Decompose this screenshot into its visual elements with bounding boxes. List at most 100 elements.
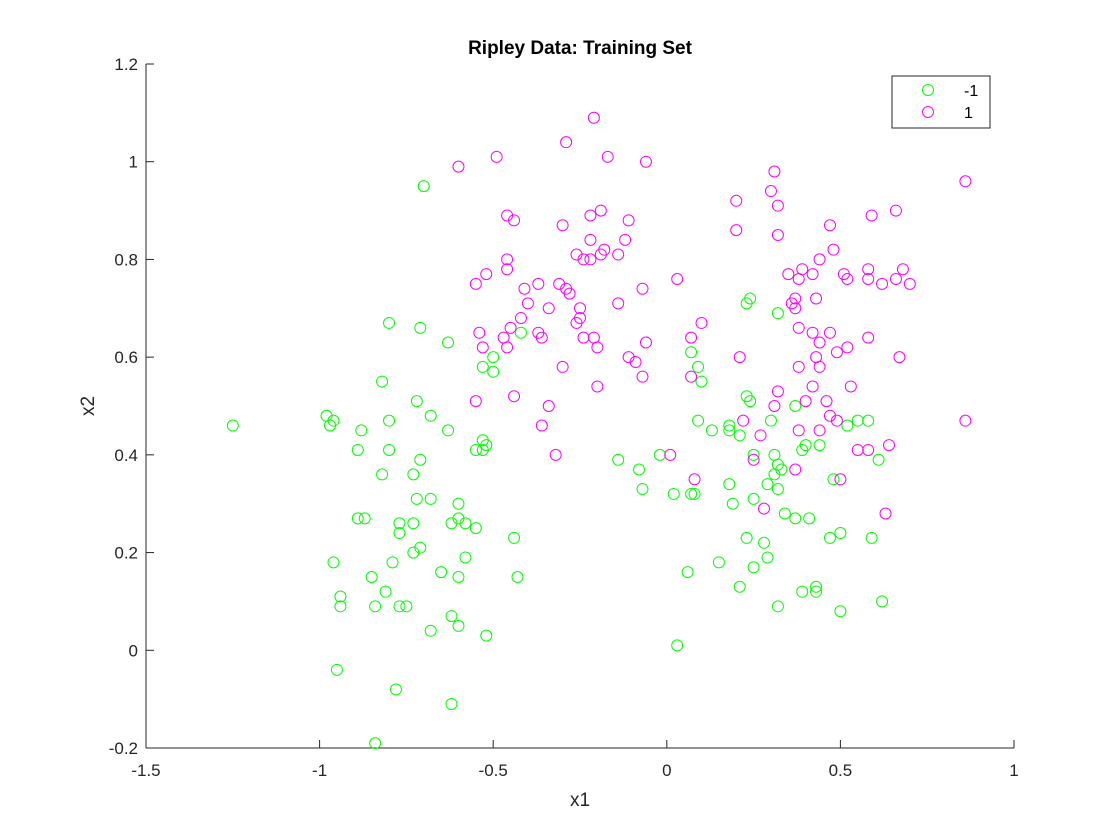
data-point — [862, 263, 875, 276]
data-point — [487, 365, 500, 378]
x-tick-label: -1.5 — [131, 761, 160, 780]
data-point — [389, 683, 402, 696]
data-point — [476, 434, 489, 447]
data-point — [768, 400, 781, 412]
data-point — [327, 414, 340, 427]
data-point — [535, 331, 548, 344]
data-point — [771, 307, 784, 320]
data-point — [761, 478, 774, 491]
data-point — [584, 233, 597, 246]
y-tick-label: 0.6 — [114, 348, 138, 367]
data-point — [383, 443, 396, 456]
data-point — [452, 497, 465, 510]
data-point — [619, 233, 632, 246]
data-point — [692, 414, 705, 427]
x-tick-label: 0.5 — [829, 761, 853, 780]
data-point — [490, 150, 503, 163]
y-tick-label: 0 — [129, 641, 138, 660]
data-point — [865, 209, 878, 222]
data-point — [744, 292, 757, 305]
data-point — [414, 541, 427, 554]
data-point — [754, 429, 767, 442]
data-points — [226, 111, 972, 750]
data-point — [664, 448, 677, 461]
data-point — [851, 414, 864, 427]
data-point — [893, 351, 906, 364]
data-point — [407, 468, 420, 481]
data-point — [747, 448, 760, 461]
data-point — [737, 414, 750, 427]
series-1 — [226, 180, 889, 750]
data-point — [771, 229, 784, 241]
data-point — [883, 439, 896, 452]
data-point — [612, 248, 625, 261]
data-point — [591, 341, 604, 354]
data-point — [410, 395, 423, 408]
data-point — [473, 326, 486, 339]
data-point — [810, 585, 823, 598]
data-point — [476, 360, 489, 373]
data-point — [862, 443, 875, 456]
data-point — [480, 629, 493, 642]
data-point — [813, 424, 826, 437]
data-point — [383, 316, 396, 329]
data-point — [594, 204, 607, 217]
legend-box — [891, 75, 991, 129]
data-point — [862, 331, 875, 344]
data-point — [823, 326, 836, 339]
data-point — [830, 414, 843, 427]
data-point — [771, 199, 784, 212]
data-point — [452, 160, 465, 173]
data-point — [577, 253, 590, 266]
data-point — [514, 312, 527, 325]
data-point — [889, 204, 902, 217]
data-point — [442, 424, 455, 437]
data-point — [813, 360, 826, 373]
data-point — [730, 224, 743, 237]
data-point — [789, 512, 802, 525]
data-point — [865, 531, 878, 544]
data-point — [740, 531, 753, 544]
data-point — [570, 316, 583, 329]
data-point — [476, 443, 489, 456]
data-point — [591, 380, 604, 393]
data-point — [726, 497, 739, 510]
data-point — [685, 487, 698, 500]
data-point — [393, 517, 406, 530]
data-point — [834, 527, 847, 540]
data-point — [771, 483, 784, 496]
data-point — [601, 150, 614, 163]
data-point — [459, 517, 472, 530]
data-point — [469, 443, 482, 456]
data-point — [549, 448, 562, 461]
data-point — [587, 111, 600, 124]
y-tick-label: 0.8 — [114, 250, 138, 269]
data-point — [764, 185, 777, 198]
data-point — [393, 527, 406, 540]
data-point — [747, 561, 760, 574]
data-point — [733, 429, 746, 442]
y-tick-label: 0.2 — [114, 544, 138, 563]
data-point — [789, 463, 802, 476]
data-point — [542, 302, 555, 315]
data-point — [768, 165, 781, 178]
data-point — [876, 277, 889, 290]
data-point — [469, 395, 482, 408]
data-point — [622, 214, 635, 227]
data-point — [692, 360, 705, 373]
data-point — [459, 551, 472, 564]
data-point — [355, 424, 368, 437]
data-point — [653, 448, 666, 461]
data-point — [442, 336, 455, 349]
data-point — [830, 346, 843, 359]
data-point — [386, 556, 399, 569]
data-point — [792, 424, 805, 437]
data-point — [959, 414, 972, 427]
data-point — [330, 663, 343, 676]
data-point — [636, 483, 649, 496]
legend-marker — [922, 106, 934, 118]
data-point — [501, 253, 514, 266]
data-point — [688, 473, 701, 486]
data-point — [733, 351, 746, 364]
